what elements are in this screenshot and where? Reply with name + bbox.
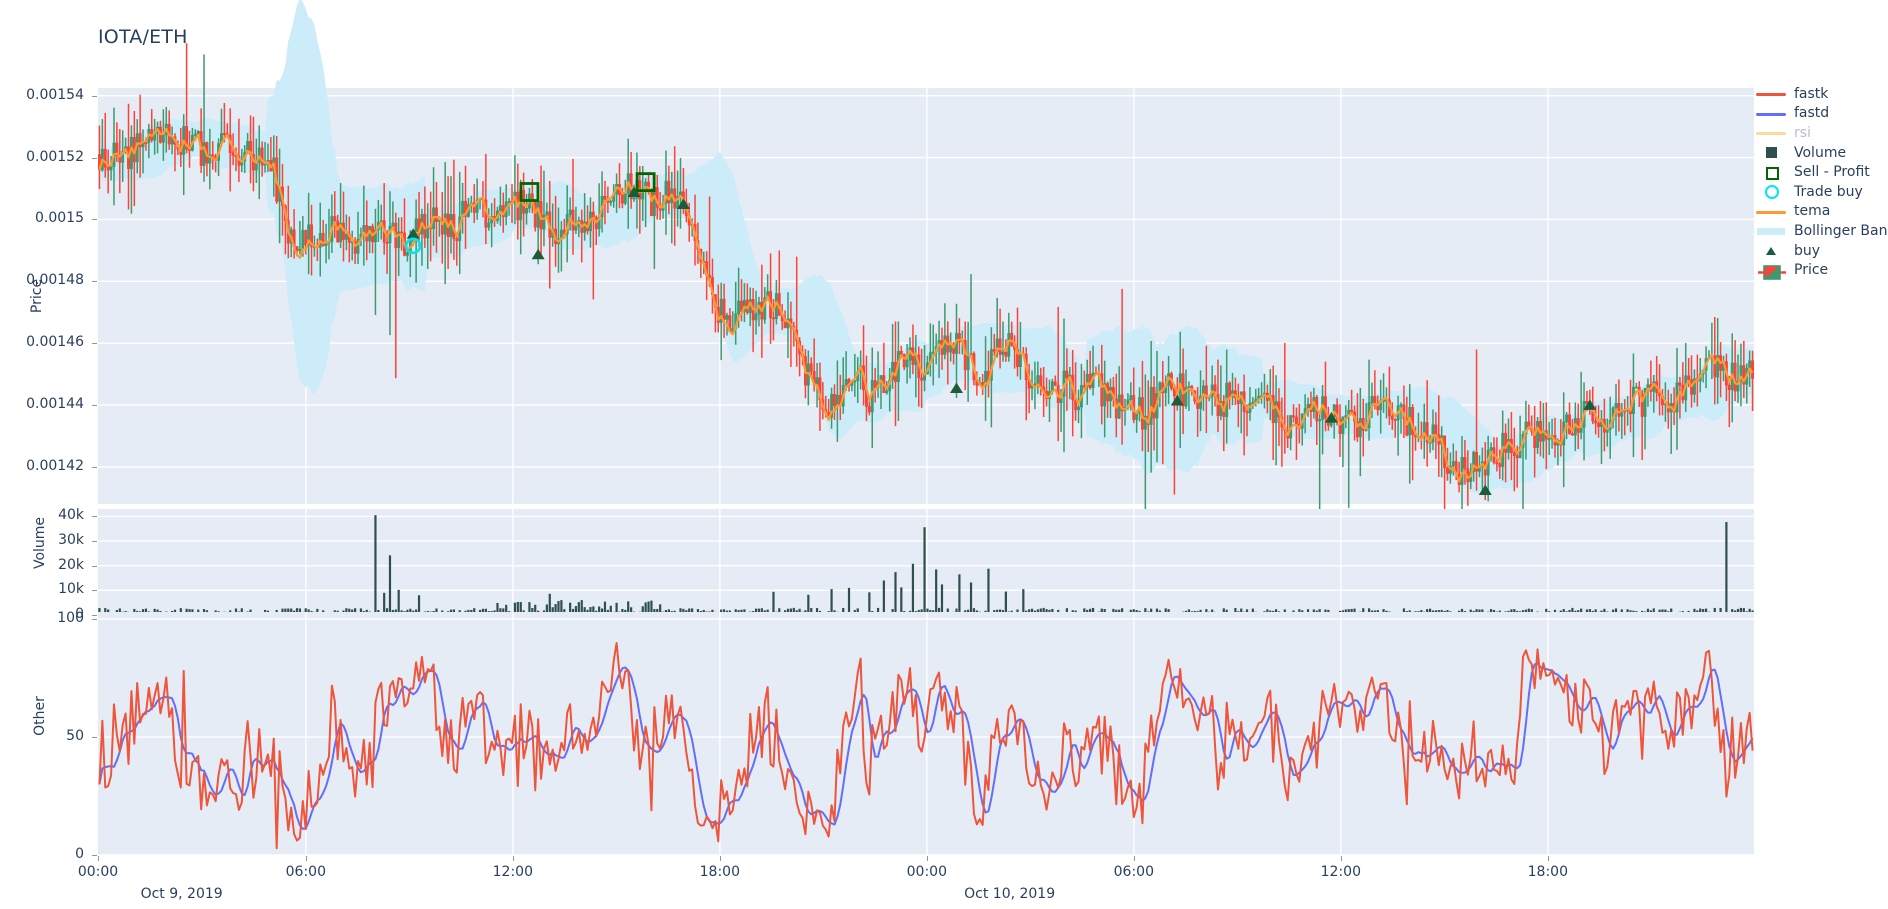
open-circle-icon: [1754, 182, 1788, 201]
line-icon: [1754, 123, 1788, 142]
other-panel: [98, 612, 1754, 856]
price-axis-label: Price: [29, 278, 45, 314]
candlestick-icon: [1754, 261, 1788, 280]
y-tick-mark: [92, 619, 97, 621]
x-tick-mark: [98, 856, 99, 861]
y-tick-label: 0.00144: [26, 396, 84, 413]
y-tick-mark: [92, 219, 97, 221]
price-plot: [98, 0, 1755, 561]
line-icon: [1754, 104, 1788, 123]
legend-item-label: Price: [1794, 262, 1829, 279]
legend-item-label: buy: [1794, 242, 1821, 259]
legend-item-tema[interactable]: tema: [1754, 202, 1888, 222]
y-tick-label: 0.0015: [35, 210, 84, 227]
legend-item-label: tema: [1794, 203, 1831, 220]
volume-plot: [98, 509, 1754, 616]
y-tick-mark: [92, 590, 97, 592]
y-tick-mark: [92, 405, 97, 407]
y-tick-mark: [92, 343, 97, 345]
y-tick-mark: [92, 516, 97, 518]
line-icon: [1754, 202, 1788, 221]
x-tick-label: 06:00: [285, 864, 326, 880]
y-tick-label: 0.00148: [26, 272, 84, 289]
x-tick-label: 06:00: [1113, 864, 1154, 880]
legend-item-volume[interactable]: Volume: [1754, 143, 1888, 163]
open-square-icon: [1754, 163, 1788, 182]
y-tick-label: 30k: [58, 532, 84, 549]
y-tick-mark: [92, 855, 97, 856]
y-tick-label: 0.00142: [26, 457, 84, 474]
legend-item-label: Volume: [1794, 144, 1847, 161]
legend-item-label: Trade buy: [1794, 183, 1863, 200]
other-axis-label: Other: [32, 696, 48, 736]
x-tick-label: 12:00: [492, 864, 533, 880]
legend-item-price[interactable]: Price: [1754, 260, 1888, 280]
band-swatch-icon: [1754, 221, 1788, 240]
x-tick-label: 12:00: [1320, 864, 1361, 880]
y-tick-label: 20k: [58, 556, 84, 573]
x-tick-mark: [1340, 856, 1342, 861]
y-tick-mark: [92, 541, 97, 543]
y-tick-label: 50: [66, 728, 84, 745]
y-tick-label: 0.00152: [26, 148, 84, 165]
x-tick-mark: [926, 856, 928, 861]
y-tick-label: 0.00154: [26, 86, 84, 103]
legend-item-bollinger-band[interactable]: Bollinger Band: [1754, 221, 1888, 241]
y-tick-label: 0: [75, 606, 84, 622]
y-tick-label: 0.00146: [26, 334, 84, 351]
line-icon: [1754, 84, 1788, 103]
legend-item-fastk[interactable]: fastk: [1754, 84, 1888, 104]
x-tick-label: 18:00: [1527, 864, 1568, 880]
y-tick-mark: [92, 466, 97, 468]
y-tick-mark: [92, 157, 97, 159]
legend-item-fastd[interactable]: fastd: [1754, 104, 1888, 124]
triangle-up-icon: [1754, 241, 1788, 260]
page-title: IOTA/ETH: [98, 26, 188, 48]
y-tick-label: 100: [57, 610, 84, 627]
x-tick-label: 18:00: [699, 864, 740, 880]
legend-item-label: fastk: [1794, 85, 1829, 102]
x-tick-mark: [1133, 856, 1135, 861]
y-tick-label: 10k: [58, 581, 84, 598]
x-tick-mark: [719, 856, 721, 861]
legend-item-buy[interactable]: buy: [1754, 241, 1888, 261]
chart-legend[interactable]: fastk fastd rsi Volume Sell - Profit Trade bu…: [1754, 84, 1888, 280]
x-axis-date-label: Oct 10, 2019: [964, 886, 1056, 902]
x-tick-mark: [305, 856, 307, 861]
legend-item-label: Sell - Profit: [1794, 164, 1870, 181]
legend-item-rsi[interactable]: rsi: [1754, 123, 1888, 143]
x-tick-mark: [512, 856, 514, 861]
y-tick-mark: [92, 281, 97, 283]
x-tick-label: 00:00: [906, 864, 947, 880]
y-tick-label: 0: [75, 846, 84, 862]
x-tick-mark: [1547, 856, 1549, 861]
x-axis-date-label: Oct 9, 2019: [140, 886, 223, 902]
other-plot: [98, 612, 1754, 856]
legend-item-label: Bollinger Band: [1794, 222, 1888, 239]
filled-square-icon: [1754, 143, 1788, 162]
legend-item-trade-buy[interactable]: Trade buy: [1754, 182, 1888, 202]
x-tick-label: 00:00: [77, 864, 119, 880]
y-tick-mark: [92, 95, 97, 97]
y-tick-mark: [92, 615, 97, 616]
legend-item-label: fastd: [1794, 105, 1830, 122]
y-tick-label: 40k: [58, 507, 84, 524]
volume-panel: [98, 509, 1754, 616]
legend-item-label: rsi: [1794, 124, 1811, 141]
legend-item-sell-profit[interactable]: Sell - Profit: [1754, 162, 1888, 182]
price-panel: [98, 0, 1755, 561]
y-tick-mark: [92, 737, 97, 739]
y-tick-mark: [92, 565, 97, 567]
